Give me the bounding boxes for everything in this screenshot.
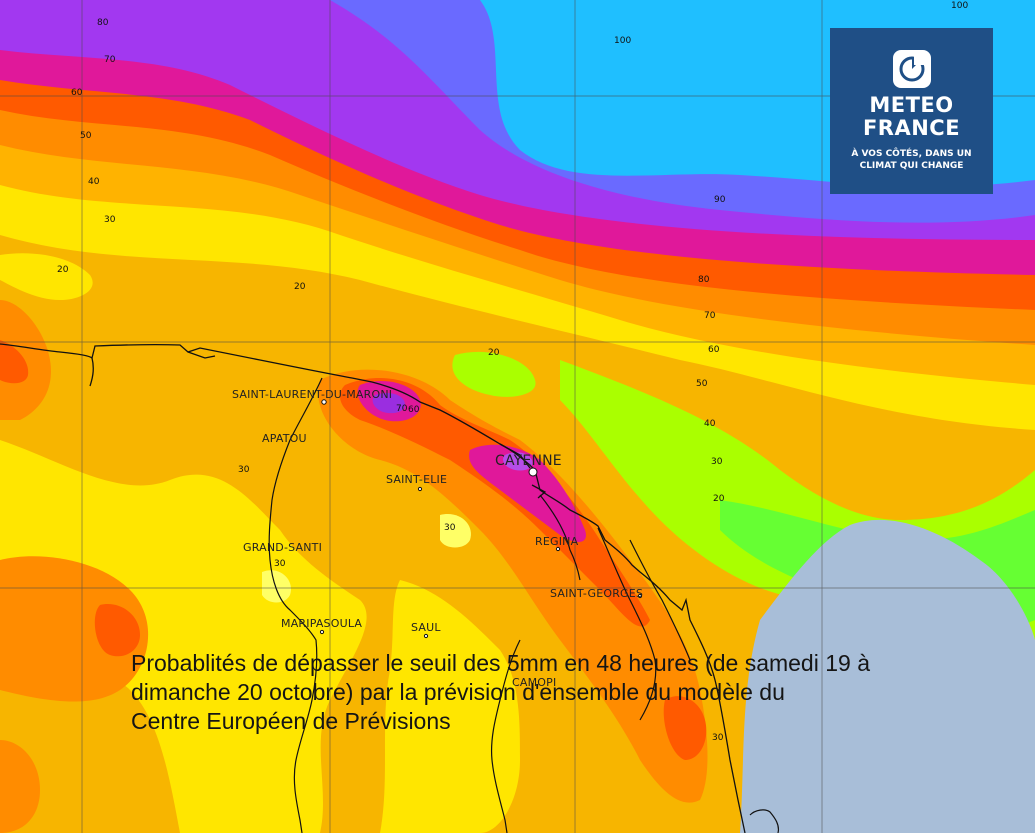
contour-label: 30 bbox=[711, 457, 723, 467]
globe-icon bbox=[899, 55, 926, 82]
caption-line3: Centre Européen de Prévisions bbox=[131, 708, 451, 734]
contour-label: 80 bbox=[698, 275, 710, 285]
meteo-france-logo: METEO FRANCE À VOS CÔTÉS, DANS UN CLIMAT… bbox=[830, 28, 993, 194]
contour-label: 20 bbox=[713, 494, 725, 504]
contour-label: 80 bbox=[97, 18, 109, 28]
contour-label: 30 bbox=[712, 733, 724, 743]
probability-band-violet-cayenne bbox=[503, 452, 533, 471]
contour-label: 20 bbox=[294, 282, 306, 292]
contour-label: 90 bbox=[714, 195, 726, 205]
probability-band-red-coast bbox=[340, 377, 650, 627]
border-line bbox=[268, 377, 780, 833]
probability-band-interior-yellow2 bbox=[380, 580, 520, 833]
place-regina: REGINA bbox=[535, 535, 579, 548]
meteo-france-logo-mark bbox=[892, 50, 931, 88]
contour-label: 30 bbox=[104, 215, 116, 225]
probability-band-orange-coast bbox=[318, 369, 708, 803]
contour-label: 100 bbox=[951, 1, 968, 11]
probability-band-orange-blob-sw bbox=[0, 740, 40, 833]
probability-band-red-blob-nw bbox=[0, 340, 29, 384]
probability-band-red-south bbox=[663, 696, 707, 760]
logo-tagline1: À VOS CÔTÉS, DANS UN bbox=[851, 149, 972, 159]
logo-tagline2: CLIMAT QUI CHANGE bbox=[859, 161, 964, 171]
probability-band-magenta-coast bbox=[469, 444, 586, 542]
contour-label: 70 bbox=[704, 311, 716, 321]
probability-band-violet-nw bbox=[372, 393, 405, 414]
contour-label: 40 bbox=[704, 419, 716, 429]
contour-label: 60 bbox=[408, 405, 420, 415]
contour-label: 30 bbox=[444, 523, 456, 533]
place-grand-santi: GRAND-SANTI bbox=[243, 541, 322, 554]
no-data-area bbox=[740, 519, 1035, 833]
logo-line1: METEO bbox=[869, 93, 954, 117]
probability-band-orange-blob-nw bbox=[0, 300, 51, 420]
probability-band-red-blob-west bbox=[94, 604, 140, 657]
probability-band-orange-blob-west bbox=[0, 556, 149, 702]
contour-labels: 80 70 60 50 40 30 20 100 90 80 70 60 50 … bbox=[57, 1, 968, 743]
probability-band-interior-yellow3 bbox=[0, 253, 93, 300]
place-saint-georges: SAINT-GEORGES bbox=[550, 587, 643, 600]
coastline bbox=[0, 343, 746, 833]
probability-band-interior-yellow bbox=[0, 440, 367, 833]
contour-label: 70 bbox=[104, 55, 116, 65]
place-markers bbox=[319, 399, 643, 639]
contour-label: 70 bbox=[396, 404, 408, 414]
place-cayenne: CAYENNE bbox=[495, 453, 562, 469]
place-saint-elie: SAINT-ELIE bbox=[386, 473, 447, 486]
map-caption: Probablités de dépasser le seuil des 5mm… bbox=[131, 649, 1021, 736]
probability-band-pale-yellow2 bbox=[262, 570, 291, 603]
contour-label: 40 bbox=[88, 177, 100, 187]
contour-label: 30 bbox=[274, 559, 286, 569]
contour-label: 50 bbox=[80, 131, 92, 141]
place-saint-laurent-du-maroni: SAINT-LAURENT-DU-MARONI bbox=[232, 388, 392, 401]
probability-band-pale-yellow bbox=[440, 514, 471, 548]
probability-band-lime-small bbox=[452, 351, 536, 397]
place-apatou: APATOU bbox=[262, 432, 307, 445]
contour-label: 60 bbox=[71, 88, 83, 98]
place-saul: SAUL bbox=[411, 621, 441, 634]
place-maripasoula: MARIPASOULA bbox=[281, 617, 362, 630]
caption-line2: dimanche 20 octobre) par la prévision d'… bbox=[131, 679, 785, 705]
contour-label: 20 bbox=[57, 265, 69, 275]
contour-label: 30 bbox=[238, 465, 250, 475]
place-camopi: CAMOPI bbox=[512, 676, 556, 689]
contour-label: 20 bbox=[488, 348, 500, 358]
contour-label: 50 bbox=[696, 379, 708, 389]
contour-label: 60 bbox=[708, 345, 720, 355]
contour-label: 100 bbox=[614, 36, 631, 46]
caption-line1: Probablités de dépasser le seuil des 5mm… bbox=[131, 650, 870, 676]
logo-line2: FRANCE bbox=[862, 116, 961, 140]
place-labels: SAINT-LAURENT-DU-MARONI APATOU CAYENNE S… bbox=[232, 388, 643, 689]
